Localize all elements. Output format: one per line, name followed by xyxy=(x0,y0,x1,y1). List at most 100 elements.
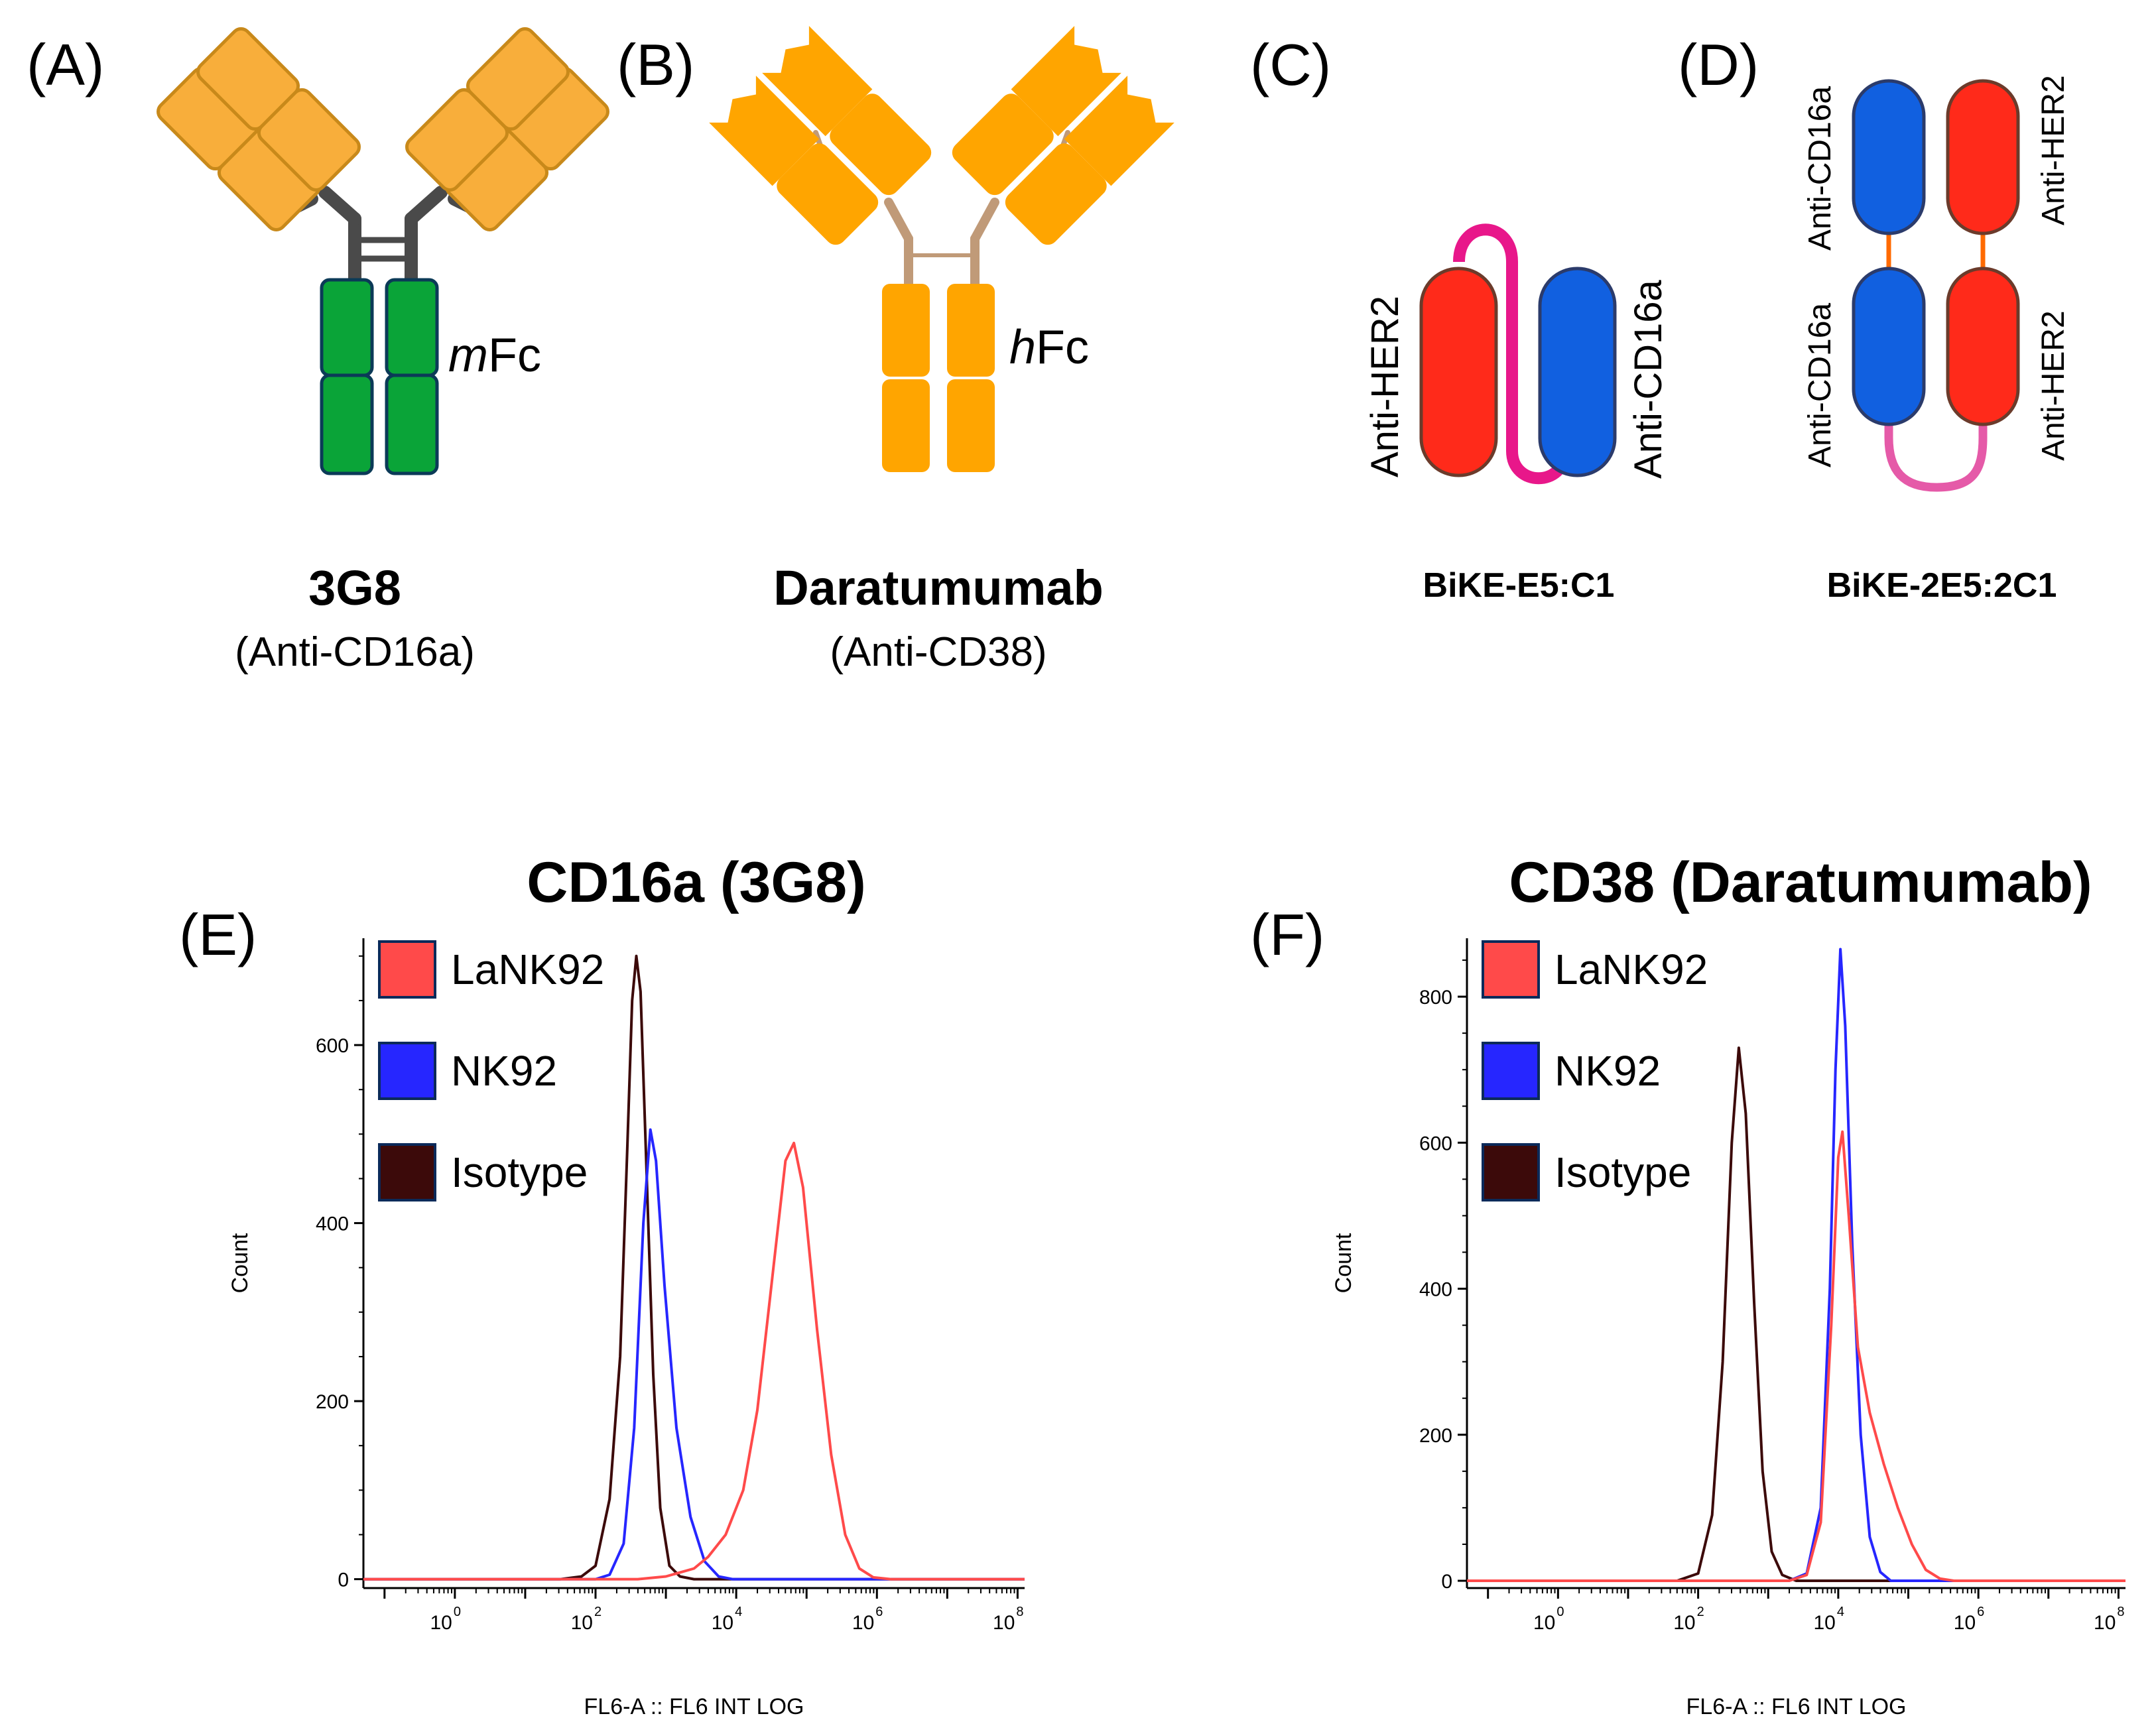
y-tick-label: 200 xyxy=(316,1391,349,1413)
x-tick-base: 10 xyxy=(852,1612,874,1634)
legend-label-nk92: NK92 xyxy=(451,1047,557,1095)
anti-her2-domain-bottom xyxy=(1946,267,2020,426)
y-tick-label: 0 xyxy=(338,1570,349,1591)
panel-b-label: (B) xyxy=(617,32,694,97)
y-tick-label: 400 xyxy=(316,1213,349,1235)
legend-label-isotype: Isotype xyxy=(451,1148,588,1196)
fab-left xyxy=(157,27,361,231)
mfc-label-prefix: m xyxy=(448,329,488,382)
x-tick-exponent: 0 xyxy=(454,1605,461,1619)
y-tick-label: 400 xyxy=(1419,1279,1452,1301)
x-tick-base: 10 xyxy=(1814,1612,1836,1634)
hfc-label-prefix: h xyxy=(1009,321,1036,374)
antibody-name-3g8: 3G8 xyxy=(308,560,401,615)
x-tick-exponent: 2 xyxy=(1697,1605,1704,1619)
mfc-label: mFc xyxy=(448,329,541,382)
x-tick-exponent: 8 xyxy=(2117,1605,2124,1619)
x-tick-base: 10 xyxy=(712,1612,733,1634)
panel-e-label: (E) xyxy=(179,902,257,967)
anti-cd16a-label: Anti-CD16a xyxy=(1627,279,1670,479)
hfc-label: hFc xyxy=(1009,321,1089,374)
bike-e5-c1-diagram xyxy=(1419,223,1617,485)
x-tick-exponent: 8 xyxy=(1016,1605,1023,1619)
series-line-nk92 xyxy=(1467,948,2125,1582)
chart-title: CD16a (3G8) xyxy=(527,851,865,914)
x-tick-base: 10 xyxy=(2094,1612,2116,1634)
series-line-isotype xyxy=(363,954,1025,1581)
x-tick-exponent: 4 xyxy=(1837,1605,1844,1619)
anti-her2-domain xyxy=(1419,267,1498,477)
series-line-nk92 xyxy=(363,1128,1025,1581)
x-tick-base: 10 xyxy=(571,1612,593,1634)
panel-d: (D) Anti-CD16a Anti-HER2 Anti-CD16a Anti… xyxy=(1678,32,2071,605)
fab-right xyxy=(952,26,1174,245)
y-tick-label: 600 xyxy=(316,1035,349,1057)
anti-her2-domain-top xyxy=(1946,79,2020,235)
bike-name-e5-c1: BiKE-E5:C1 xyxy=(1423,566,1615,605)
legend-swatch-isotype xyxy=(1482,1143,1540,1201)
panel-d-label: (D) xyxy=(1678,32,1759,97)
anti-cd16a-domain-top xyxy=(1852,79,1926,235)
y-tick-label: 200 xyxy=(1419,1425,1452,1447)
legend-label-nk92: NK92 xyxy=(1554,1047,1661,1095)
bike-name-2e5-2c1: BiKE-2E5:2C1 xyxy=(1827,566,2057,605)
anti-cd16a-label-bottom: Anti-CD16a xyxy=(1803,303,1838,467)
antibody-target-3g8: (Anti-CD16a) xyxy=(235,629,475,675)
x-axis-label: FL6-A :: FL6 INT LOG xyxy=(584,1694,804,1719)
hfc-region xyxy=(882,284,995,472)
antibody-target-daratumumab: (Anti-CD38) xyxy=(830,629,1046,675)
y-tick-label: 0 xyxy=(1441,1571,1452,1593)
legend-swatch-nk92 xyxy=(378,1042,436,1100)
legend-swatch-lank92 xyxy=(378,940,436,999)
bike-2e5-2c1-diagram xyxy=(1852,79,2020,492)
anti-cd16a-label-top: Anti-CD16a xyxy=(1803,86,1838,251)
x-tick-exponent: 0 xyxy=(1556,1605,1564,1619)
anti-her2-label-bottom: Anti-HER2 xyxy=(2036,310,2071,461)
antibody-daratumumab-diagram xyxy=(709,26,1174,472)
legend-swatch-lank92 xyxy=(1482,940,1540,999)
x-axis-label: FL6-A :: FL6 INT LOG xyxy=(1686,1694,1907,1719)
hinge-region xyxy=(279,186,487,292)
fab-left xyxy=(709,26,932,245)
linker xyxy=(1453,223,1571,485)
panel-a-label: (A) xyxy=(27,32,104,97)
series-line-isotype xyxy=(1467,1046,2125,1582)
anti-her2-label-top: Anti-HER2 xyxy=(2036,75,2071,225)
legend-label-isotype: Isotype xyxy=(1554,1148,1691,1196)
x-tick-exponent: 6 xyxy=(1977,1605,1984,1619)
antibody-3g8-diagram xyxy=(157,27,609,475)
mfc-label-suffix: Fc xyxy=(488,329,541,382)
y-axis-label: Count xyxy=(1331,1233,1356,1293)
series-line-lank92 xyxy=(1467,1130,2125,1582)
legend-label-lank92: LaNK92 xyxy=(451,946,604,993)
x-tick-exponent: 4 xyxy=(735,1605,742,1619)
x-tick-base: 10 xyxy=(993,1612,1015,1634)
mfc-region xyxy=(320,278,439,475)
panel-c: (C) Anti-HER2 Anti-CD16a BiKE-E5:C1 xyxy=(1250,32,1670,605)
anti-cd16a-domain xyxy=(1538,267,1617,477)
anti-cd16a-domain-bottom xyxy=(1852,267,1926,426)
y-tick-label: 800 xyxy=(1419,987,1452,1009)
fab-right xyxy=(405,27,609,231)
y-tick-label: 600 xyxy=(1419,1133,1452,1154)
panel-c-label: (C) xyxy=(1250,32,1331,97)
linker xyxy=(1884,421,1988,492)
hfc-label-suffix: Fc xyxy=(1036,321,1089,374)
anti-her2-label: Anti-HER2 xyxy=(1363,296,1407,477)
panel-a: (A) xyxy=(27,27,609,675)
legend-swatch-isotype xyxy=(378,1143,436,1201)
legend-label-lank92: LaNK92 xyxy=(1554,946,1708,993)
x-tick-base: 10 xyxy=(1533,1612,1555,1634)
panel-f-label: (F) xyxy=(1250,902,1324,967)
antibody-name-daratumumab: Daratumumab xyxy=(773,560,1104,615)
chart-title: CD38 (Daratumumab) xyxy=(1509,851,2092,914)
x-tick-exponent: 2 xyxy=(594,1605,602,1619)
x-tick-base: 10 xyxy=(430,1612,452,1634)
x-tick-base: 10 xyxy=(1673,1612,1695,1634)
x-tick-exponent: 6 xyxy=(875,1605,883,1619)
